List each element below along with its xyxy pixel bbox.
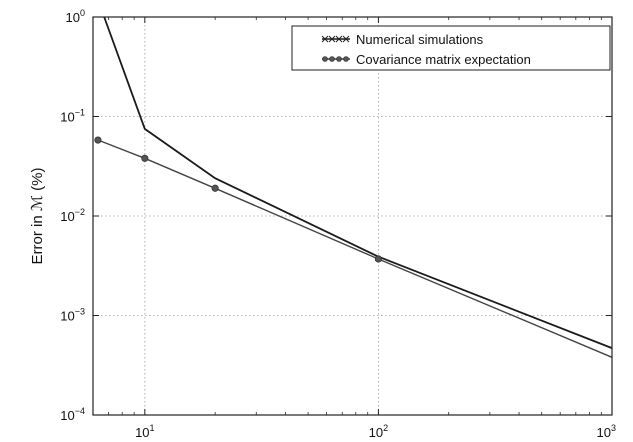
legend-box bbox=[291, 25, 611, 71]
legend: Numerical simulations Covariance matrix e… bbox=[291, 25, 611, 71]
y-tick-label: 10−3 bbox=[60, 307, 85, 324]
legend-marker-circle bbox=[343, 56, 349, 62]
legend-marker-x bbox=[335, 35, 343, 43]
series-layer bbox=[94, 16, 613, 358]
axis-ticks: 100 10−1 10−2 10−3 10−4 101 102 103 bbox=[60, 8, 616, 440]
series-line-covariance bbox=[97, 139, 613, 358]
data-point bbox=[211, 184, 219, 192]
y-tick-label: 10−2 bbox=[60, 207, 85, 224]
y-tick-label: 100 bbox=[66, 8, 85, 25]
y-axis-title: Error in ℳ (%) bbox=[29, 168, 46, 265]
data-point bbox=[94, 136, 102, 144]
series-line-numerical bbox=[103, 16, 613, 349]
data-point bbox=[141, 154, 149, 162]
legend-marker-x bbox=[328, 35, 336, 43]
grid-lines bbox=[93, 17, 612, 415]
legend-marker-circle bbox=[329, 56, 335, 62]
y-tick-label: 10−4 bbox=[60, 406, 85, 423]
legend-marker-x bbox=[321, 35, 329, 43]
legend-marker-x bbox=[342, 35, 350, 43]
legend-label: Numerical simulations bbox=[356, 32, 484, 47]
x-tick-label: 103 bbox=[597, 423, 616, 440]
legend-marker-circle bbox=[336, 56, 342, 62]
legend-marker-circle bbox=[322, 56, 328, 62]
legend-label: Covariance matrix expectation bbox=[356, 52, 531, 67]
x-tick-label: 102 bbox=[369, 423, 388, 440]
x-tick-label: 101 bbox=[135, 423, 154, 440]
y-tick-label: 10−1 bbox=[60, 108, 85, 125]
data-point bbox=[374, 255, 383, 263]
